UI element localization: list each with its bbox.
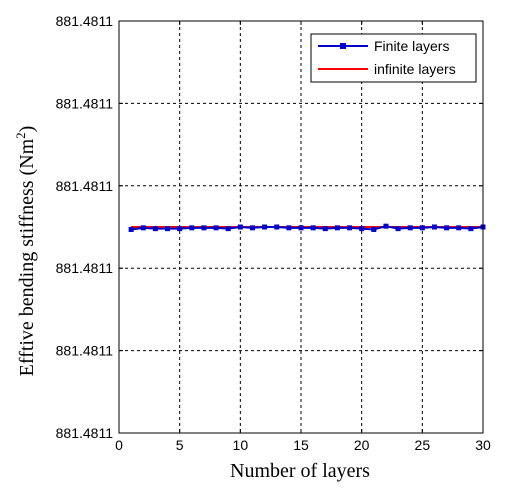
- data-point-finite-layers: [322, 226, 328, 232]
- x-tick-label: 20: [354, 437, 370, 453]
- legend-marker-finite-layers: [340, 43, 346, 49]
- x-tick-label: 30: [475, 437, 491, 453]
- x-tick-label: 5: [176, 437, 184, 453]
- y-axis-label-close: ): [16, 126, 38, 133]
- data-point-finite-layers: [431, 224, 437, 230]
- y-axis-label-superscript: 2: [13, 132, 28, 139]
- y-tick-label: 881.4811: [56, 95, 114, 111]
- data-point-finite-layers: [310, 225, 316, 231]
- y-axis-label-main: Efftive bending stiffness (Nm: [16, 138, 38, 376]
- data-point-finite-layers: [152, 226, 158, 232]
- data-point-finite-layers: [347, 225, 353, 231]
- x-tick-label: 10: [233, 437, 249, 453]
- data-point-finite-layers: [383, 223, 389, 229]
- data-point-finite-layers: [395, 226, 401, 232]
- x-tick-label: 25: [415, 437, 431, 453]
- data-point-finite-layers: [249, 225, 255, 231]
- data-point-finite-layers: [225, 226, 231, 232]
- data-point-finite-layers: [237, 224, 243, 230]
- plot-series: [128, 223, 486, 232]
- data-point-finite-layers: [213, 225, 219, 231]
- data-point-finite-layers: [359, 226, 365, 232]
- x-tick-label: 15: [293, 437, 309, 453]
- data-point-finite-layers: [201, 225, 207, 231]
- data-point-finite-layers: [334, 225, 340, 231]
- data-point-finite-layers: [419, 225, 425, 231]
- y-axis-label: Efftive bending stiffness (Nm2): [13, 126, 38, 377]
- data-point-finite-layers: [286, 225, 292, 231]
- data-point-finite-layers: [456, 225, 462, 231]
- axis-ticks: 0 5 10 15 20 25 30 881.4811 881.4811 881.4811 881.…: [56, 13, 491, 453]
- x-axis-label: Number of layers: [230, 460, 370, 482]
- data-point-finite-layers: [274, 224, 280, 230]
- legend-label-infinite-layers: infinite layers: [374, 61, 456, 77]
- data-point-finite-layers: [177, 226, 183, 232]
- y-tick-label: 881.4811: [56, 425, 114, 441]
- data-point-finite-layers: [371, 226, 377, 232]
- legend-box: [310, 33, 477, 83]
- data-point-finite-layers: [407, 225, 413, 231]
- data-point-finite-layers: [468, 226, 474, 232]
- legend-label-finite-layers: Finite layers: [374, 38, 449, 54]
- data-point-finite-layers: [165, 226, 171, 232]
- y-tick-label: 881.4811: [56, 178, 114, 194]
- y-tick-label: 881.4811: [56, 260, 114, 276]
- legend: Finite layers infinite layers: [310, 33, 477, 83]
- data-point-finite-layers: [262, 224, 268, 230]
- data-point-finite-layers: [140, 225, 146, 231]
- y-tick-label: 881.4811: [56, 13, 114, 29]
- y-tick-label: 881.4811: [56, 343, 114, 359]
- data-point-finite-layers: [189, 225, 195, 231]
- x-tick-label: 0: [115, 437, 123, 453]
- data-point-finite-layers: [128, 226, 134, 232]
- data-point-finite-layers: [444, 225, 450, 231]
- data-point-finite-layers: [298, 225, 304, 231]
